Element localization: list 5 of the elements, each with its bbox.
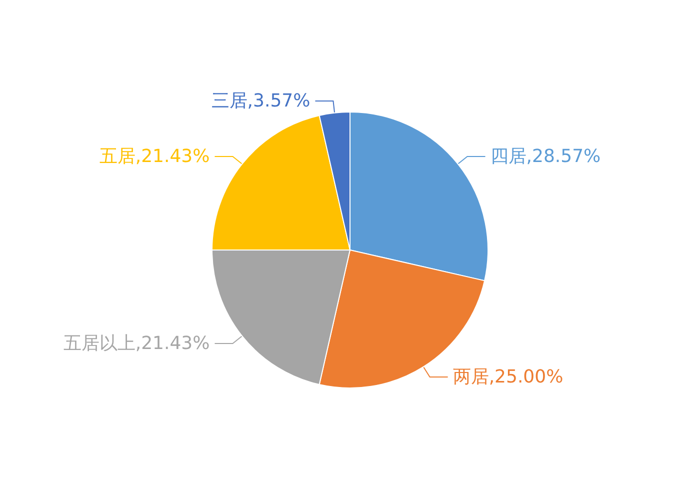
slice-label: 五居,21.43% — [99, 146, 210, 167]
slice-label: 两居,25.00% — [452, 366, 564, 388]
slice-label: 四居,28.57% — [490, 146, 601, 167]
slice-label: 五居以上,21.43% — [63, 333, 210, 354]
slice-label: 三居,3.57% — [211, 90, 310, 112]
